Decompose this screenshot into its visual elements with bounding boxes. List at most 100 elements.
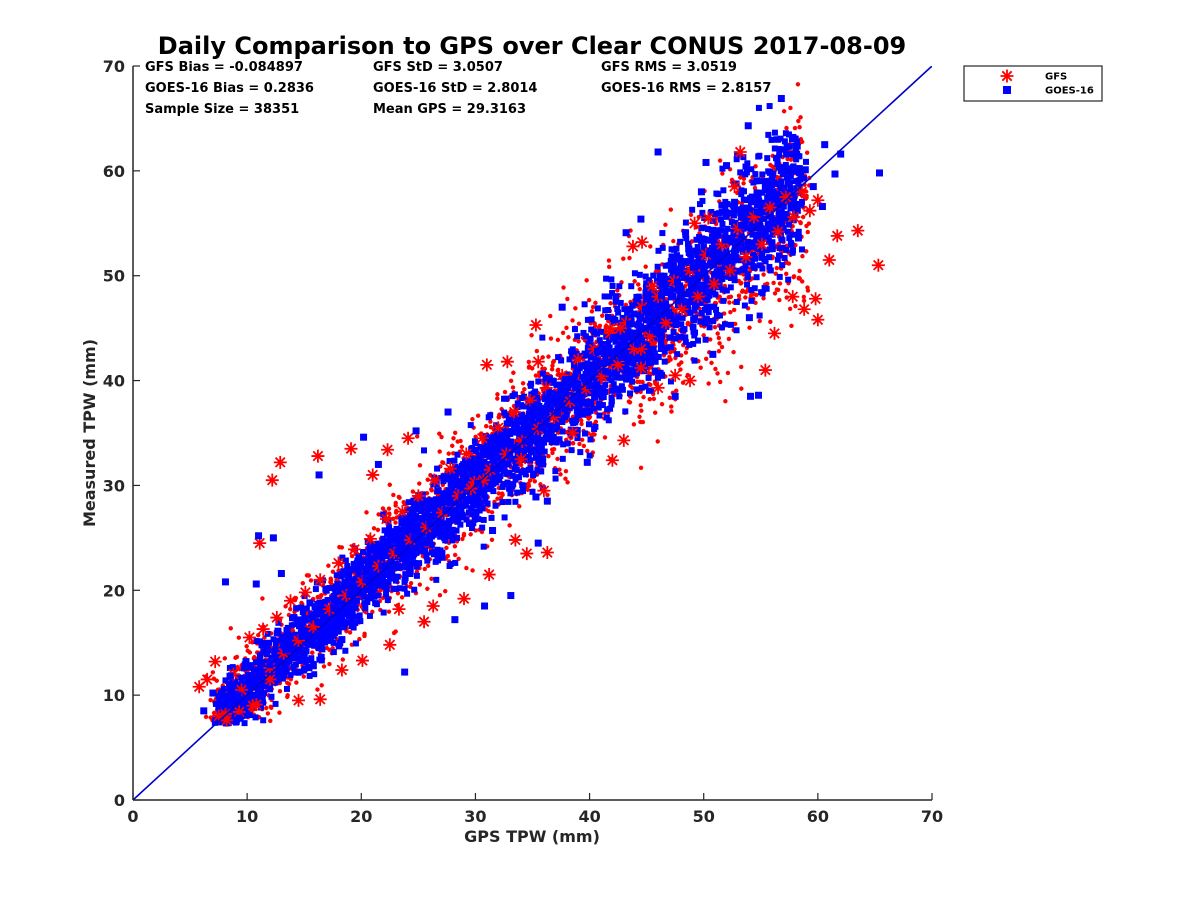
goes-16-point [677,265,684,272]
goes-16-point [545,394,552,401]
gfs-point [696,214,701,220]
goes-16-point [598,341,605,348]
gfs-point [753,300,758,306]
goes-16-point [529,488,536,495]
goes-16-point [519,488,526,495]
goes-16-point [394,542,401,549]
goes-16-point [265,647,272,654]
gfs-point [607,365,613,371]
gfs-point [208,697,213,703]
goes-16-point [792,178,799,185]
goes-16-point [383,591,390,598]
gfs-point [378,587,383,593]
stat-text: GOES-16 Bias = 0.2836 [145,81,314,96]
goes-16-point [490,488,497,495]
goes-16-point [280,672,287,679]
gfs-point [761,272,766,277]
gfs-point [606,258,612,263]
gfs-point [484,544,490,549]
goes-16-point [684,240,691,247]
goes-16-point [574,435,581,442]
gfs-point [743,295,748,300]
goes-16-point [542,419,549,426]
gfs-point [741,176,747,181]
goes-16-point [463,469,470,476]
gfs-point [627,255,632,261]
goes-16-point [348,623,355,630]
goes-16-point [543,436,550,443]
gfs-point [235,664,240,670]
gfs-point [783,260,788,266]
goes-16-point [480,543,487,550]
goes-16-point [449,537,456,544]
gfs-point [479,529,485,535]
goes-16-point [571,362,578,369]
gfs-point [699,323,704,328]
goes-16-point [618,374,625,381]
gfs-point [706,381,711,386]
goes-16-point [753,202,760,209]
gfs-point [728,294,734,299]
gfs-point [510,385,516,390]
goes-16-point [588,326,595,333]
goes-16-point [398,556,405,563]
goes-16-point [623,352,630,359]
goes-16-point [301,614,308,621]
goes-16-point [339,614,346,621]
gfs-point [570,440,576,446]
goes-16-point [692,329,699,336]
goes-16-point [311,671,318,678]
goes-16-point [723,212,730,219]
gfs-point [535,464,540,469]
gfs-point [709,360,714,366]
goes-16-point [589,351,596,358]
goes-16-point [362,605,369,612]
goes-16-point [501,457,508,464]
gfs-point [646,370,651,376]
goes-16-point [500,468,507,475]
goes-16-point [599,360,606,367]
goes-16-point [512,423,519,430]
gfs-point [483,507,488,512]
gfs-point [716,335,722,341]
gfs-point [638,465,644,471]
gfs-point [429,576,434,582]
gfs-point [586,431,591,436]
goes-16-point [801,175,808,182]
goes-16-point [360,593,367,600]
gfs-point [643,264,648,269]
goes-16-point [581,350,588,357]
goes-16-point [605,293,612,300]
gfs-point [268,718,273,724]
gfs-point [330,645,335,651]
goes-16-point [457,521,464,528]
gfs-point [651,396,657,402]
goes-16-point [756,262,763,269]
goes-16-point [694,337,701,344]
goes-16-point [654,278,661,285]
goes-16-point [527,382,534,389]
gfs-point [439,434,444,440]
gfs-point [589,309,595,314]
goes-16-point [366,594,373,601]
goes-16-point [721,321,728,328]
gfs-point [355,602,361,607]
goes-16-point [393,525,400,532]
goes-16-point [541,448,548,455]
gfs-point [304,610,310,615]
gfs-point [441,460,446,466]
gfs-point [319,593,324,598]
goes-16-point [541,439,548,446]
goes-16-point [796,165,803,172]
gfs-point [384,560,389,565]
gfs-point [437,431,442,436]
gfs-point [468,532,473,537]
gfs-point [451,436,456,441]
goes-16-point [667,378,674,385]
goes-16-point [614,374,621,381]
gfs-point [250,640,255,645]
gfs-point [738,175,743,180]
gfs-point [743,289,749,295]
goes-16-point [290,647,297,654]
goes-16-point [612,338,619,345]
